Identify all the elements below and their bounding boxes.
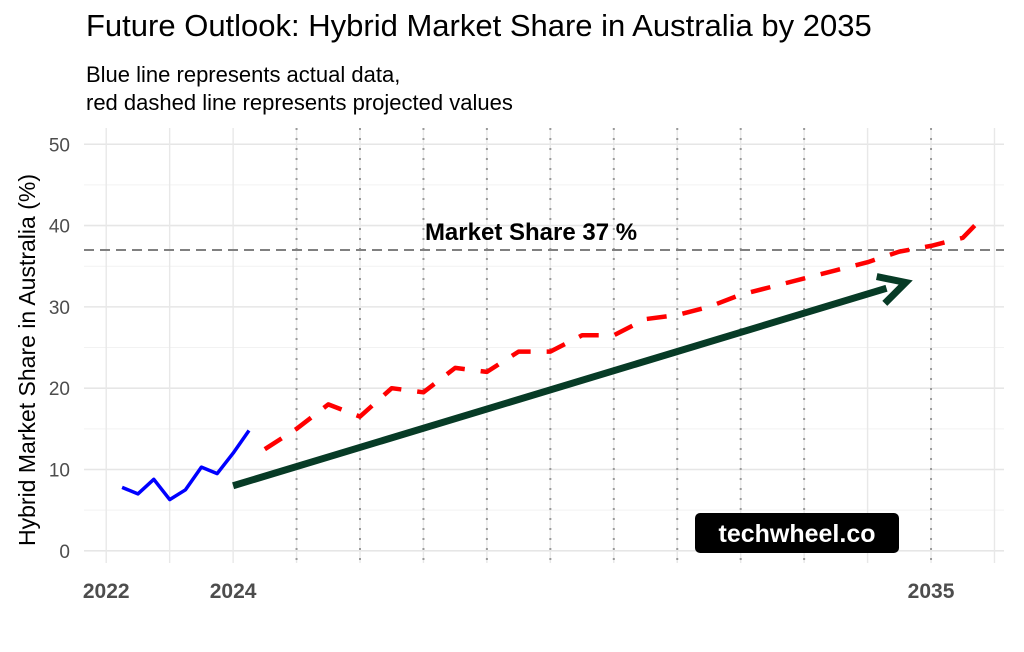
chart-subtitle-line-1: Blue line represents actual data,	[86, 62, 401, 87]
grid-layer	[84, 128, 1004, 563]
watermark-background	[695, 513, 899, 553]
x-tick-label: 2035	[908, 580, 955, 603]
series-layer	[121, 219, 981, 502]
trend-arrow-layer	[232, 273, 913, 490]
actual-series-line	[121, 429, 251, 502]
y-axis-title: Hybrid Market Share in Australia (%)	[14, 174, 40, 546]
watermark-text: techwheel.co	[719, 520, 876, 548]
chart-subtitle-line-2: red dashed line represents projected val…	[86, 90, 513, 115]
y-tick-label: 20	[49, 379, 70, 400]
trend-arrow-shaft	[232, 284, 888, 490]
market-share-annotation: Market Share 37 %	[425, 219, 637, 246]
y-tick-label: 40	[49, 217, 70, 238]
trend-arrow-head	[876, 273, 913, 306]
x-tick-label: 2024	[210, 580, 257, 603]
y-tick-label: 0	[59, 542, 70, 563]
y-tick-labels: 0 10 20 30 40 50	[49, 135, 70, 563]
y-tick-label: 10	[49, 460, 70, 481]
x-tick-labels: 2022 2024 2035	[83, 580, 955, 603]
y-tick-label: 30	[49, 298, 70, 319]
x-tick-label: 2022	[83, 580, 130, 603]
y-tick-label: 50	[49, 135, 70, 156]
chart-title: Future Outlook: Hybrid Market Share in A…	[86, 8, 872, 43]
watermark-badge: techwheel.co	[695, 513, 899, 553]
projected-series-line	[263, 219, 981, 452]
